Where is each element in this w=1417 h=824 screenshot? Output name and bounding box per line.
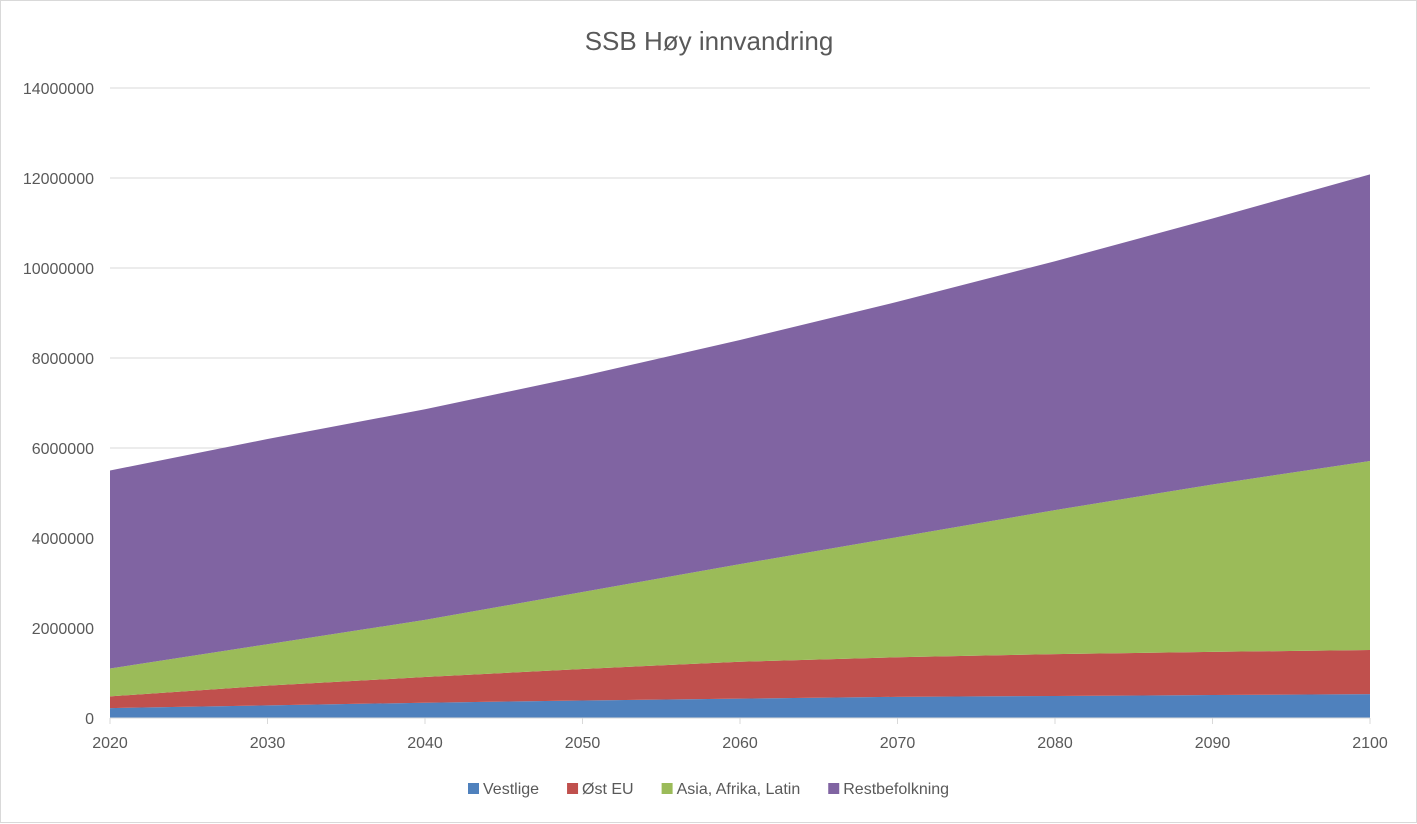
x-tick-label: 2020 bbox=[92, 735, 128, 752]
legend-swatch bbox=[661, 783, 673, 794]
x-tick-label: 2090 bbox=[1195, 735, 1231, 752]
x-tick-label: 2070 bbox=[880, 735, 916, 752]
x-tick-label: 2080 bbox=[1037, 735, 1073, 752]
legend-swatch bbox=[828, 783, 840, 794]
area-vestlige bbox=[110, 694, 1370, 718]
axes: 0 2000000 4000000 6000000 8000000 10000000 120… bbox=[23, 81, 1388, 752]
area-asia-afrika-latin bbox=[110, 461, 1370, 697]
x-tick-label: 2100 bbox=[1352, 735, 1388, 752]
legend: Vestlige Øst EU Asia, Afrika, Latin Restbef… bbox=[468, 781, 949, 798]
x-tick-label: 2050 bbox=[565, 735, 601, 752]
legend-label: Asia, Afrika, Latin bbox=[677, 781, 801, 798]
legend-label: Øst EU bbox=[582, 781, 634, 798]
legend-label: Vestlige bbox=[483, 781, 539, 798]
legend-swatch bbox=[468, 783, 479, 794]
x-tick-label: 2030 bbox=[250, 735, 286, 752]
area-restbefolkning bbox=[110, 174, 1370, 669]
y-tick-label: 12000000 bbox=[23, 171, 94, 188]
legend-swatch bbox=[567, 783, 579, 794]
area-series bbox=[110, 174, 1370, 718]
x-tick-label: 2060 bbox=[722, 735, 758, 752]
y-tick-label: 0 bbox=[85, 711, 94, 728]
y-tick-label: 2000000 bbox=[32, 621, 94, 638]
y-tick-label: 14000000 bbox=[23, 81, 94, 98]
x-tick-label: 2040 bbox=[407, 735, 443, 752]
y-tick-label: 8000000 bbox=[32, 351, 94, 368]
y-tick-label: 10000000 bbox=[23, 261, 94, 278]
chart-title: SSB Høy innvandring bbox=[585, 26, 834, 56]
legend-label: Restbefolkning bbox=[843, 781, 949, 798]
y-tick-label: 6000000 bbox=[32, 441, 94, 458]
y-tick-label: 4000000 bbox=[32, 531, 94, 548]
area-øst-eu bbox=[110, 650, 1370, 709]
